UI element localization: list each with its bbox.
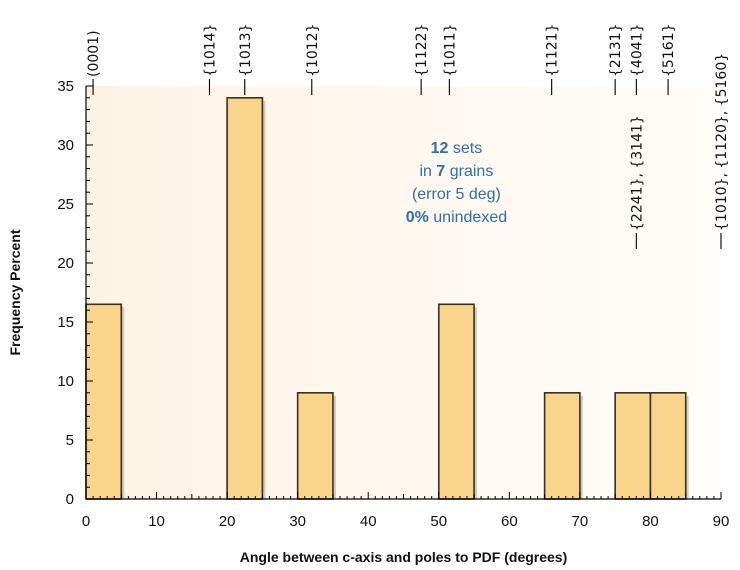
- plane-marker-label: {5161}: [661, 24, 677, 77]
- annotation-run: grains: [445, 163, 493, 180]
- plane-marker-label: {1122}: [414, 24, 430, 77]
- plane-marker-label: {1011}: [442, 24, 458, 77]
- bar-6: [649, 391, 687, 500]
- x-tick-label: 50: [430, 513, 447, 530]
- bar-5: [614, 391, 652, 500]
- bars-group: [85, 97, 689, 500]
- bar-3: [437, 303, 475, 500]
- x-tick-label: 10: [148, 513, 165, 530]
- x-tick-label: 0: [82, 513, 90, 530]
- bar-4: [543, 391, 581, 500]
- x-tick-label: 80: [642, 513, 659, 530]
- annotation-run: sets: [448, 140, 482, 157]
- x-tick-label: 60: [501, 513, 518, 530]
- annotation-run: unindexed: [429, 209, 507, 226]
- x-axis-title: Angle between c-axis and poles to PDF (d…: [240, 549, 568, 565]
- y-tick-label: 25: [57, 196, 74, 213]
- bar-0: [85, 303, 123, 500]
- annotation-run: (error 5 deg): [412, 186, 501, 203]
- annotation-run: 7: [436, 163, 445, 180]
- plane-marker-label: {1014}: [202, 24, 218, 77]
- plane-marker-label: {2241}, {3141}: [629, 115, 645, 231]
- y-tick-label: 0: [66, 491, 74, 508]
- y-tick-label: 10: [57, 373, 74, 390]
- plane-marker-label: {1010}, {1120}, {5160}: [714, 53, 730, 231]
- plane-marker-label: {1121}: [545, 24, 561, 77]
- plane-marker-label: {4041}: [629, 24, 645, 77]
- annotation-line: 0% unindexed: [406, 209, 507, 226]
- plane-markers-group: (0001) {1014} {1013} {1012} {1122} {1011} {112…: [86, 24, 730, 249]
- y-axis-title: Frequency Percent: [7, 229, 23, 355]
- plane-marker-label: (0001): [86, 30, 102, 77]
- y-tick-label: 30: [57, 137, 74, 154]
- y-tick-label: 35: [57, 78, 74, 95]
- annotation-line: 12 sets: [431, 140, 483, 157]
- annotation-line: in 7 grains: [419, 163, 493, 180]
- bar-1: [226, 97, 264, 500]
- plane-marker-label: {2131}: [608, 24, 624, 77]
- x-tick-label: 90: [713, 513, 730, 530]
- axes-group: 0 5 10 15 20 25 30 35 0 10 20 30 40 50 60 70 80 90: [57, 78, 729, 530]
- y-tick-label: 15: [57, 314, 74, 331]
- x-tick-label: 30: [289, 513, 306, 530]
- annotation-run: 12: [431, 140, 449, 157]
- bar-2: [296, 391, 334, 500]
- annotation-run: 0%: [406, 209, 429, 226]
- x-tick-label: 70: [572, 513, 589, 530]
- plane-marker-label: {1012}: [305, 24, 321, 77]
- x-tick-label: 40: [360, 513, 377, 530]
- annotation-run: in: [419, 163, 436, 180]
- x-tick-label: 20: [219, 513, 236, 530]
- y-tick-label: 5: [66, 432, 74, 449]
- y-tick-label: 20: [57, 255, 74, 272]
- annotation-text: 12 sets in 7 grains (error 5 deg) 0% uninde…: [406, 140, 507, 226]
- annotation-line: (error 5 deg): [412, 186, 501, 203]
- plane-marker-label: {1013}: [238, 24, 254, 77]
